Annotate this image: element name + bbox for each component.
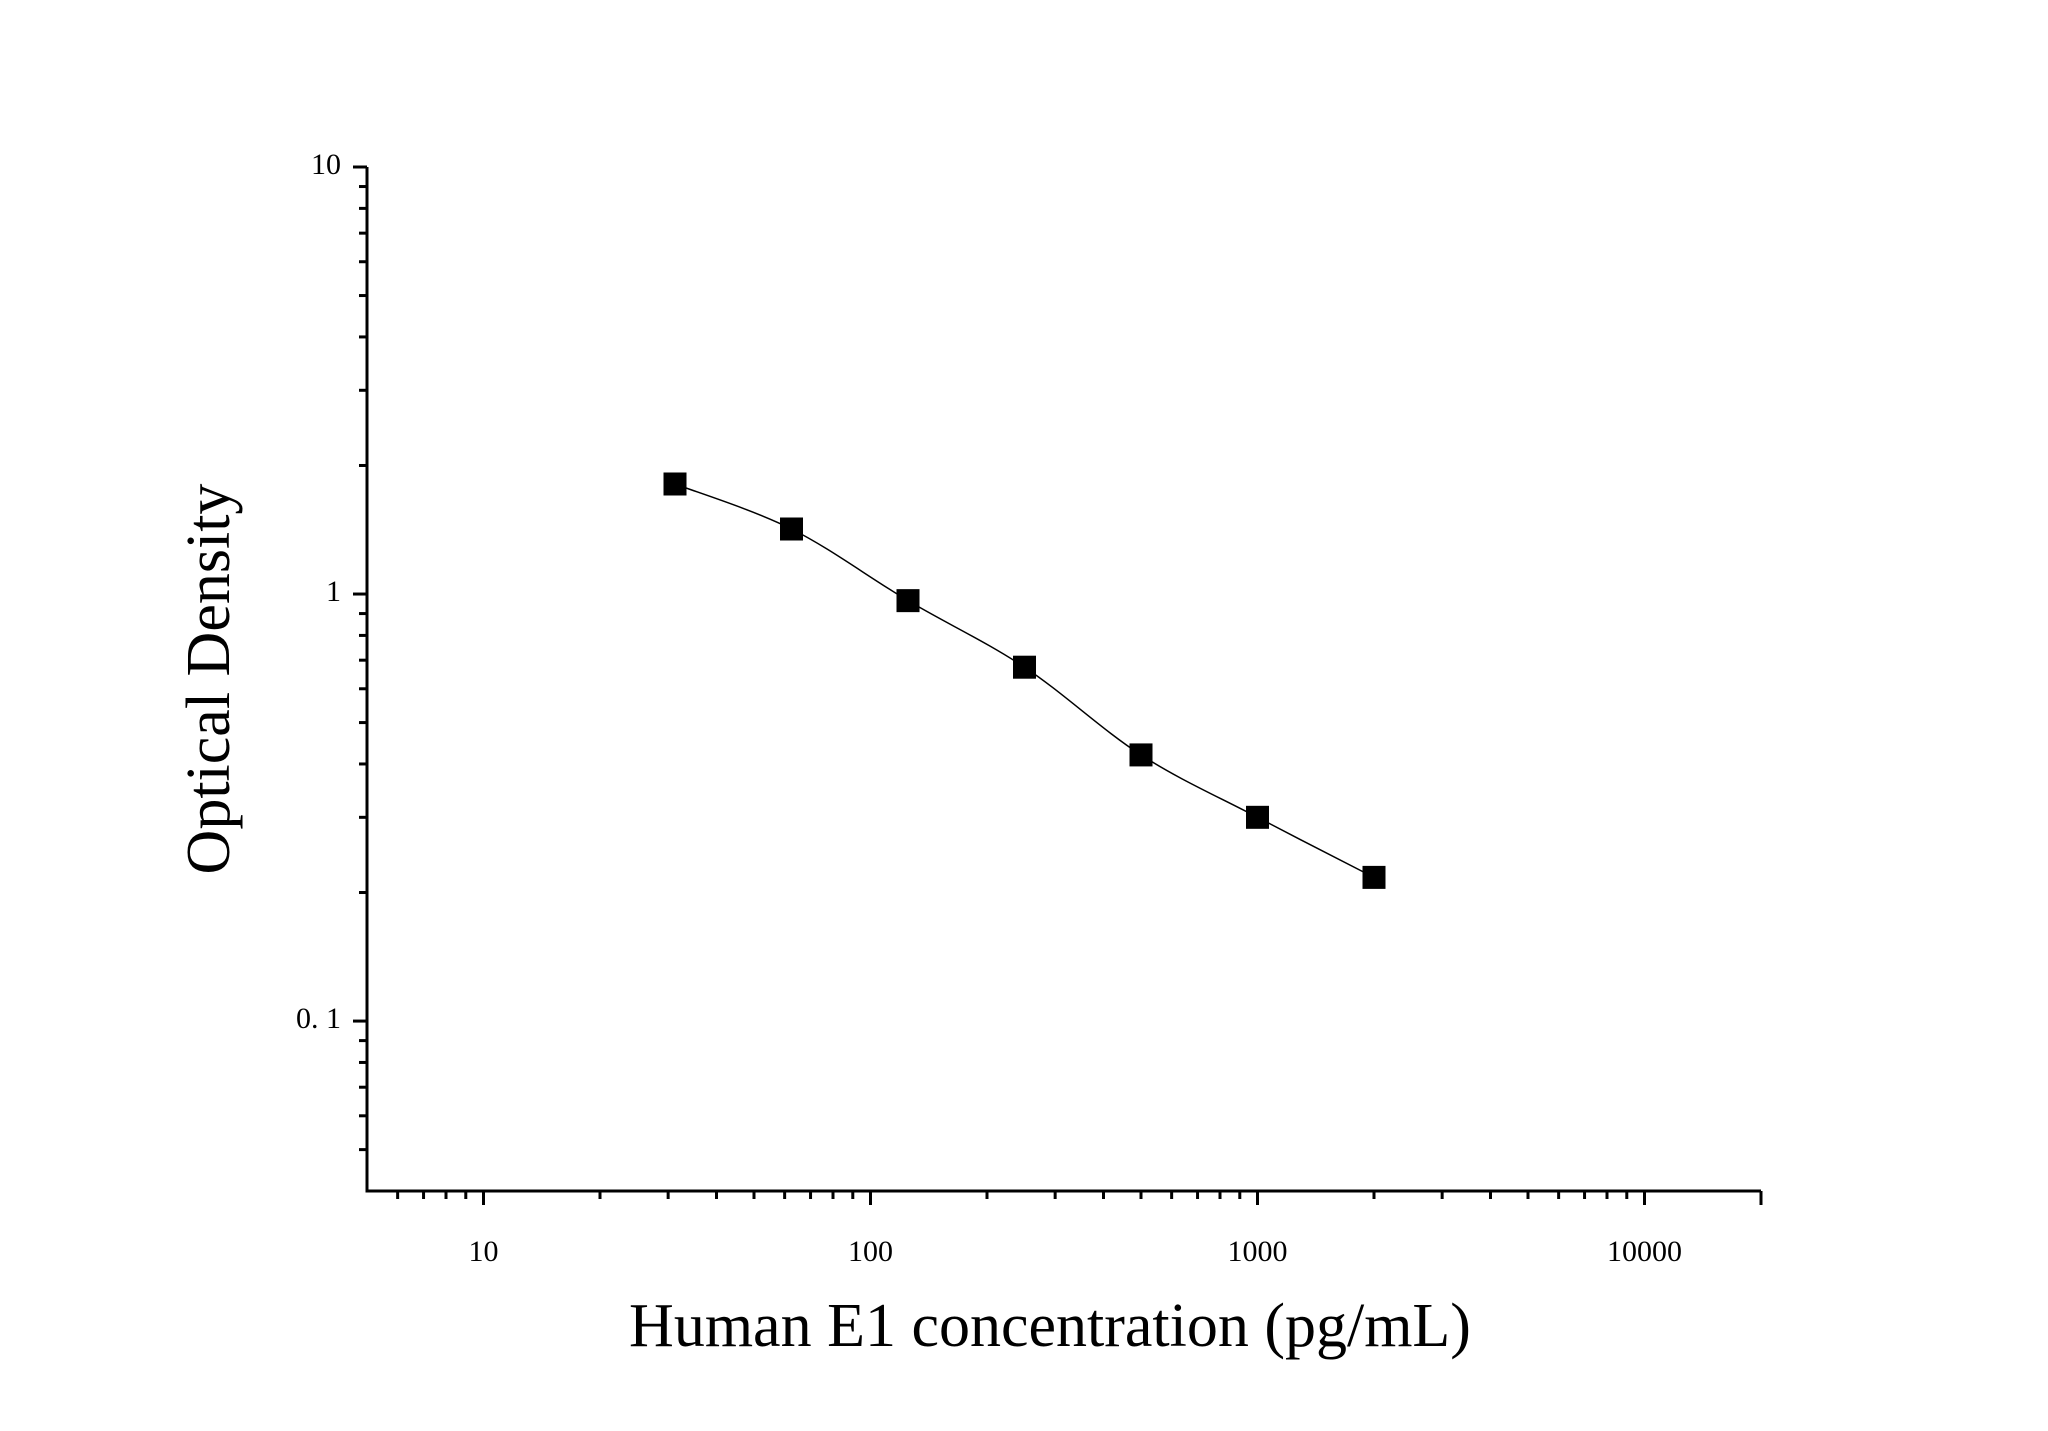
data-point [1362,865,1386,889]
y-axis-title: Optical Density [175,484,243,875]
data-point [780,517,804,541]
y-tick-label: 0. 1 [296,1002,341,1035]
data-point [663,472,687,496]
x-tick-label: 10000 [1607,1235,1682,1268]
fit-curve [674,483,1375,879]
data-point [896,589,920,613]
x-axis-title: Human E1 concentration (pg/mL) [629,1292,1471,1360]
x-tick-label: 10 [468,1235,498,1268]
x-tick-label: 100 [848,1235,893,1268]
y-tick-label: 10 [311,148,341,181]
x-tick-label: 1000 [1228,1235,1288,1268]
data-point [1129,743,1153,767]
y-tick-label: 1 [326,575,341,608]
data-point [1013,655,1037,679]
data-point [1246,805,1270,829]
